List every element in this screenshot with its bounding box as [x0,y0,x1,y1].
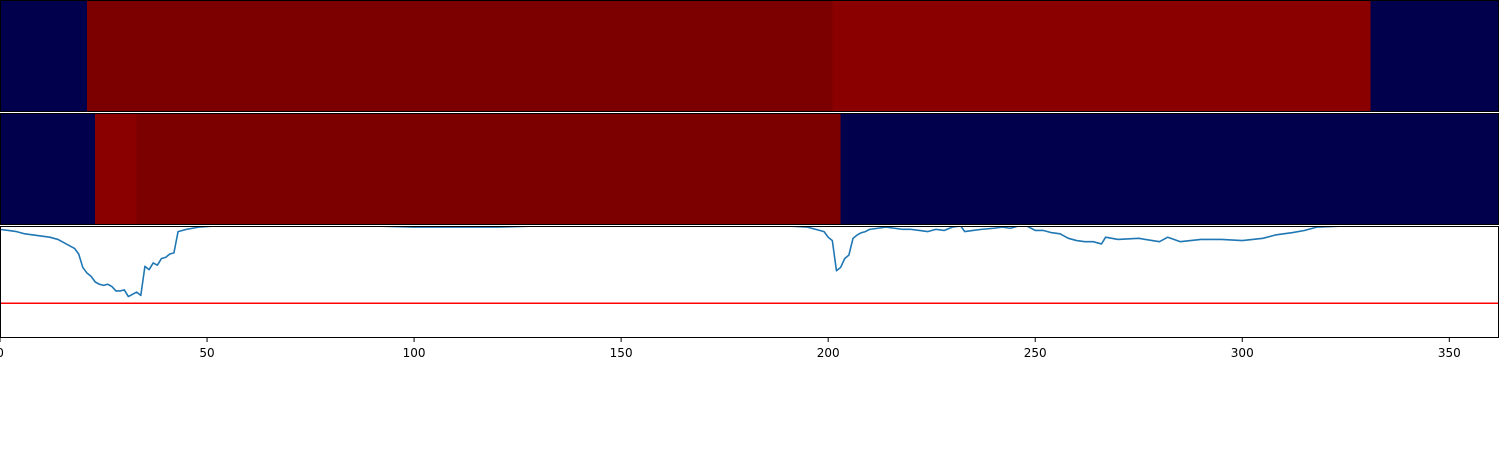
heatmap-cell [832,0,1371,112]
heatmap-cell [0,113,96,225]
x-axis: 0 50 100 150 200 250 300 350 [0,338,1461,360]
x-tick-label: 0 [0,346,4,360]
heatmap-panel-middle [0,113,1499,225]
heatmap-cell [86,0,833,112]
heatmap-cell [136,113,841,225]
heatmap-cell [0,0,87,112]
heatmap-cell [840,113,1499,225]
line-plot-background [0,226,1499,338]
heatmap-panel-top [0,0,1499,112]
line-plot-frame [0,226,1499,338]
x-tick-label: 300 [1231,346,1254,360]
x-tick-label: 100 [403,346,426,360]
heatmap-frame [0,0,1499,112]
x-tick-label: 200 [817,346,840,360]
x-tick-label: 350 [1438,346,1461,360]
heatmap-cell [1370,0,1499,112]
x-tick-label: 150 [610,346,633,360]
heatmap-frame [0,113,1499,225]
line-plot-panel [0,226,1499,338]
series-line [0,226,1499,298]
x-tick-label: 50 [199,346,214,360]
heatmap-cell [95,113,137,225]
x-tick-label: 250 [1024,346,1047,360]
